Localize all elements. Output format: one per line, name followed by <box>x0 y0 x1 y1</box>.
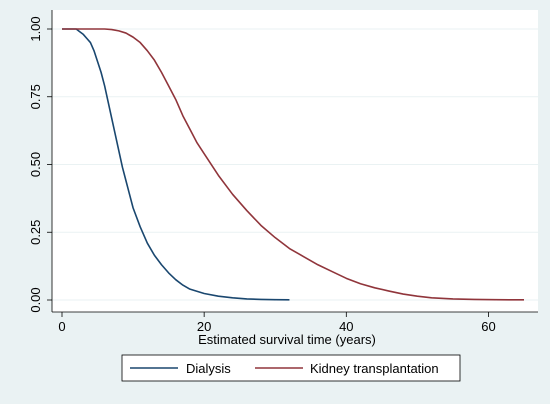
x-axis-title: Estimated survival time (years) <box>198 332 376 347</box>
plot-area <box>52 10 538 312</box>
x-tick-label-3: 60 <box>481 319 495 334</box>
x-tick-label-1: 20 <box>197 319 211 334</box>
legend: Dialysis Kidney transplantation <box>121 354 461 382</box>
axes: 0.00 0.25 0.50 0.75 1.00 0 20 40 60 <box>28 10 538 334</box>
series-line-dialysis <box>62 28 290 301</box>
x-tick-label-2: 40 <box>339 319 353 334</box>
y-tick-label-1: 0.25 <box>28 220 43 245</box>
legend-label-dialysis: Dialysis <box>186 361 231 376</box>
series-lines <box>62 28 525 301</box>
x-tick-label-0: 0 <box>58 319 65 334</box>
y-tick-label-4: 1.00 <box>28 16 43 41</box>
y-tick-label-0: 0.00 <box>28 287 43 312</box>
y-tick-label-3: 0.75 <box>28 84 43 109</box>
grid-lines <box>52 28 538 301</box>
legend-label-kidney-transplantation: Kidney transplantation <box>310 361 439 376</box>
y-tick-label-2: 0.50 <box>28 152 43 177</box>
series-line-kidney-transplantation <box>62 28 525 301</box>
